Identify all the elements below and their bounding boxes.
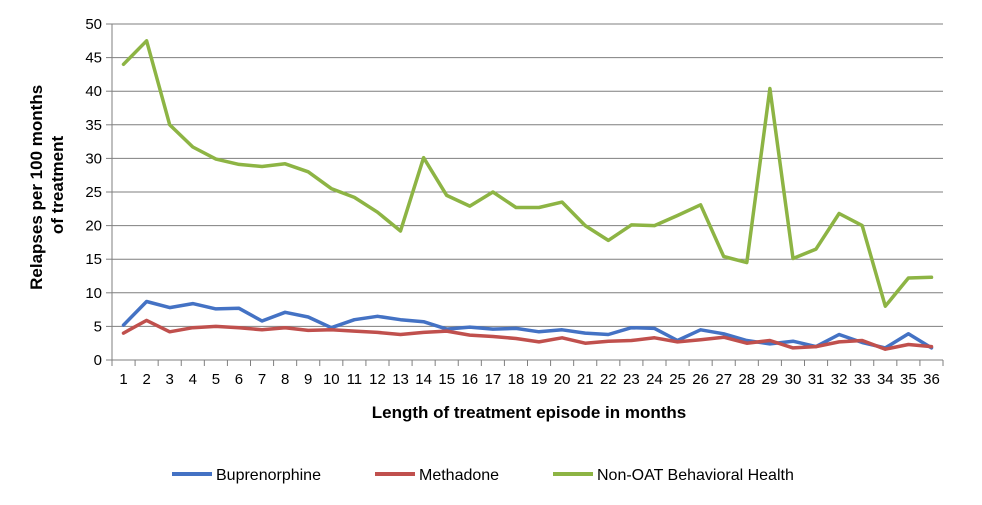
x-tick-label: 10 [323,371,340,388]
x-tick-label: 19 [531,371,548,388]
axes [111,24,944,366]
x-tick-label: 18 [508,371,525,388]
x-tick-label: 21 [577,371,594,388]
y-axis-title-line-2: of treatment [48,136,67,235]
x-tick-label: 20 [554,371,571,388]
y-tick-label: 10 [85,285,102,302]
series-lines [121,39,934,351]
x-tick-label: 4 [189,371,197,388]
x-tick-label: 5 [212,371,220,388]
x-tick-label: 29 [762,371,779,388]
x-tick-label: 3 [166,371,174,388]
legend-item-buprenorphine: Buprenorphine [172,467,321,484]
x-tick-label: 15 [438,371,455,388]
y-tick-label: 25 [85,184,102,201]
y-tick-label: 45 [85,50,102,67]
x-tick-label: 31 [808,371,825,388]
y-tick-label: 30 [85,150,102,167]
y-tick-label: 50 [85,16,102,33]
x-tick-label: 30 [785,371,802,388]
y-tick-label: 40 [85,83,102,100]
x-tick-label: 33 [854,371,871,388]
x-tick-label: 34 [877,371,894,388]
y-tick-label: 0 [94,352,102,369]
y-tick-label: 5 [94,318,102,335]
x-tick-label: 7 [258,371,266,388]
x-tick-label: 12 [369,371,386,388]
y-tick-label: 35 [85,117,102,134]
x-tick-label: 25 [669,371,686,388]
series-line-buprenorphine [121,299,934,350]
legend-label: Buprenorphine [216,467,321,484]
x-tick-label: 6 [235,371,243,388]
x-tick-label: 22 [600,371,617,388]
series-line-non-oat-behavioral-health [121,39,934,308]
x-tick-label: 1 [119,371,127,388]
x-tick-label: 9 [304,371,312,388]
legend-label: Methadone [419,467,499,484]
x-tick-label: 17 [485,371,502,388]
x-tick-label: 13 [392,371,409,388]
x-tick-label: 26 [692,371,709,388]
y-axis-title: Relapses per 100 months of treatment [27,80,67,290]
gridlines [106,23,943,361]
x-tick-label: 27 [715,371,732,388]
y-tick-label: 15 [85,251,102,268]
x-tick-label: 2 [142,371,150,388]
y-tick-label: 20 [85,218,102,235]
x-tick-label: 23 [623,371,640,388]
x-tick-label: 11 [347,371,363,388]
x-tick-label: 8 [281,371,289,388]
x-tick-label: 24 [646,371,663,388]
legend: Buprenorphine Methadone Non-OAT Behavioral… [172,467,794,484]
y-axis-title-line-1: Relapses per 100 months [27,85,46,290]
x-tick-label: 32 [831,371,848,388]
x-axis-title: Length of treatment episode in months [372,403,687,422]
y-axis-tick-labels: 0 5 10 15 20 25 30 35 40 45 50 [85,16,102,369]
x-tick-label: 36 [923,371,940,388]
series-line-methadone [121,318,934,351]
x-tick-label: 28 [738,371,755,388]
x-tick-label: 35 [900,371,917,388]
x-tick-label: 16 [461,371,478,388]
legend-item-methadone: Methadone [375,467,499,484]
x-tick-label: 14 [415,371,432,388]
legend-label: Non-OAT Behavioral Health [597,467,794,484]
legend-item-non-oat-behavioral-health: Non-OAT Behavioral Health [553,467,794,484]
x-axis-tick-labels: 1 2 3 4 5 6 7 8 9 10 11 12 13 14 15 16 17 18 19 20 21 22 23 24 2… [119,371,939,388]
